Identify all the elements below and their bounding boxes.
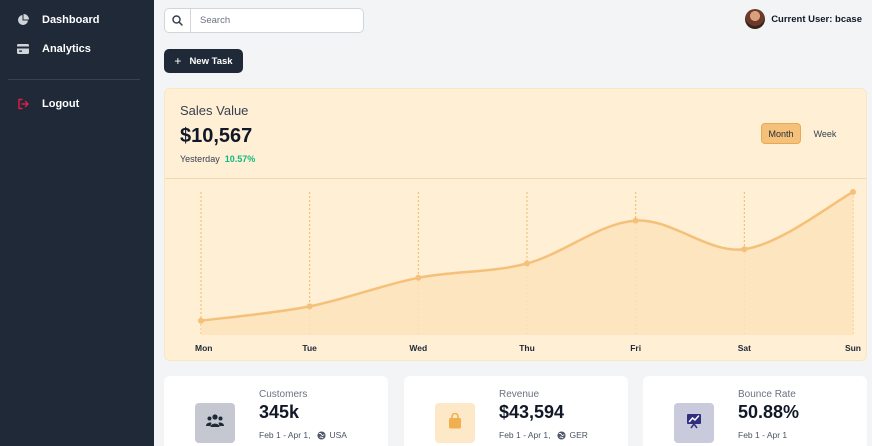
stat-meta: Feb 1 - Apr 1 bbox=[738, 430, 787, 440]
sales-change: 10.57% bbox=[224, 154, 256, 164]
sales-period-row: Yesterday 10.57% bbox=[180, 154, 255, 164]
sidebar-item-dashboard[interactable]: Dashboard bbox=[16, 10, 99, 30]
stat-label: Customers bbox=[259, 389, 308, 400]
logout-icon bbox=[16, 97, 30, 111]
new-task-label: New Task bbox=[189, 55, 233, 67]
revenue-icon-box bbox=[435, 403, 475, 443]
stat-label: Revenue bbox=[499, 389, 540, 400]
toggle-week-button[interactable]: Week bbox=[813, 128, 837, 139]
search-box bbox=[164, 8, 364, 33]
search-icon[interactable] bbox=[165, 9, 191, 32]
chart-x-tick-label: Tue bbox=[302, 343, 317, 353]
stat-region: GER bbox=[569, 430, 588, 440]
sales-value: $10,567 bbox=[180, 125, 253, 147]
sidebar-item-label: Dashboard bbox=[42, 14, 100, 26]
stat-period: Feb 1 - Apr 1, bbox=[499, 430, 551, 440]
bounce-rate-card: Bounce Rate 50.88% Feb 1 - Apr 1 bbox=[643, 376, 867, 446]
bounce-rate-icon-box bbox=[674, 403, 714, 443]
chart-x-tick-label: Wed bbox=[409, 343, 427, 353]
stat-meta: Feb 1 - Apr 1, GER bbox=[499, 430, 588, 440]
sidebar-divider bbox=[8, 79, 140, 80]
sales-divider bbox=[165, 178, 866, 179]
sales-chart: Mon Tue Wed Thu Fri Sat Sun bbox=[195, 189, 861, 353]
presentation-chart-icon bbox=[686, 413, 702, 434]
stat-period: Feb 1 - Apr 1, bbox=[259, 430, 311, 440]
chart-x-tick-label: Mon bbox=[195, 343, 212, 353]
stat-value: 50.88% bbox=[738, 402, 800, 422]
chart-x-tick-label: Sun bbox=[845, 343, 861, 353]
stat-value: $43,594 bbox=[499, 402, 565, 422]
globe-icon bbox=[316, 430, 326, 440]
chart-x-tick-label: Thu bbox=[519, 343, 535, 353]
sales-title: Sales Value bbox=[180, 103, 249, 118]
pie-chart-icon bbox=[16, 13, 30, 27]
new-task-button[interactable]: + New Task bbox=[164, 49, 243, 73]
chart-point[interactable] bbox=[632, 217, 639, 224]
current-user-label: Current User: bcase bbox=[771, 13, 862, 25]
stat-label: Bounce Rate bbox=[738, 389, 796, 400]
stat-meta: Feb 1 - Apr 1, USA bbox=[259, 430, 347, 440]
chart-x-tick-label: Sat bbox=[738, 343, 751, 353]
sidebar-item-logout[interactable]: Logout bbox=[16, 94, 79, 114]
stat-value: 345k bbox=[259, 402, 300, 422]
search-input[interactable] bbox=[191, 9, 363, 32]
chart-point[interactable] bbox=[306, 303, 313, 310]
plus-icon: + bbox=[174, 54, 182, 68]
sidebar-item-analytics[interactable]: Analytics bbox=[16, 39, 91, 59]
stat-region: USA bbox=[329, 430, 347, 440]
sidebar-item-label: Analytics bbox=[42, 43, 91, 55]
shopping-bag-icon bbox=[448, 412, 462, 434]
globe-icon bbox=[556, 430, 566, 440]
sidebar-item-label: Logout bbox=[42, 98, 80, 110]
chart-point[interactable] bbox=[524, 260, 530, 267]
sales-period: Yesterday bbox=[180, 154, 220, 164]
customers-icon-box bbox=[195, 403, 235, 443]
stat-period: Feb 1 - Apr 1 bbox=[738, 430, 788, 440]
credit-card-icon bbox=[16, 42, 30, 56]
avatar[interactable] bbox=[745, 9, 766, 29]
chart-point[interactable] bbox=[850, 189, 856, 195]
users-icon bbox=[206, 413, 224, 433]
chart-point[interactable] bbox=[198, 317, 204, 324]
chart-x-tick-label: Fri bbox=[630, 343, 641, 353]
customers-card: Customers 345k Feb 1 - Apr 1, USA bbox=[164, 376, 388, 446]
chart-point[interactable] bbox=[415, 274, 422, 281]
revenue-card: Revenue $43,594 Feb 1 - Apr 1, GER bbox=[404, 376, 628, 446]
toggle-month-button[interactable]: Month bbox=[761, 123, 801, 144]
current-user[interactable]: Current User: bcase bbox=[745, 9, 862, 29]
chart-point[interactable] bbox=[741, 246, 748, 253]
sales-value-card: Sales Value $10,567 Yesterday 10.57% Mont… bbox=[164, 88, 867, 361]
sidebar: Dashboard Analytics Logout bbox=[0, 0, 154, 446]
